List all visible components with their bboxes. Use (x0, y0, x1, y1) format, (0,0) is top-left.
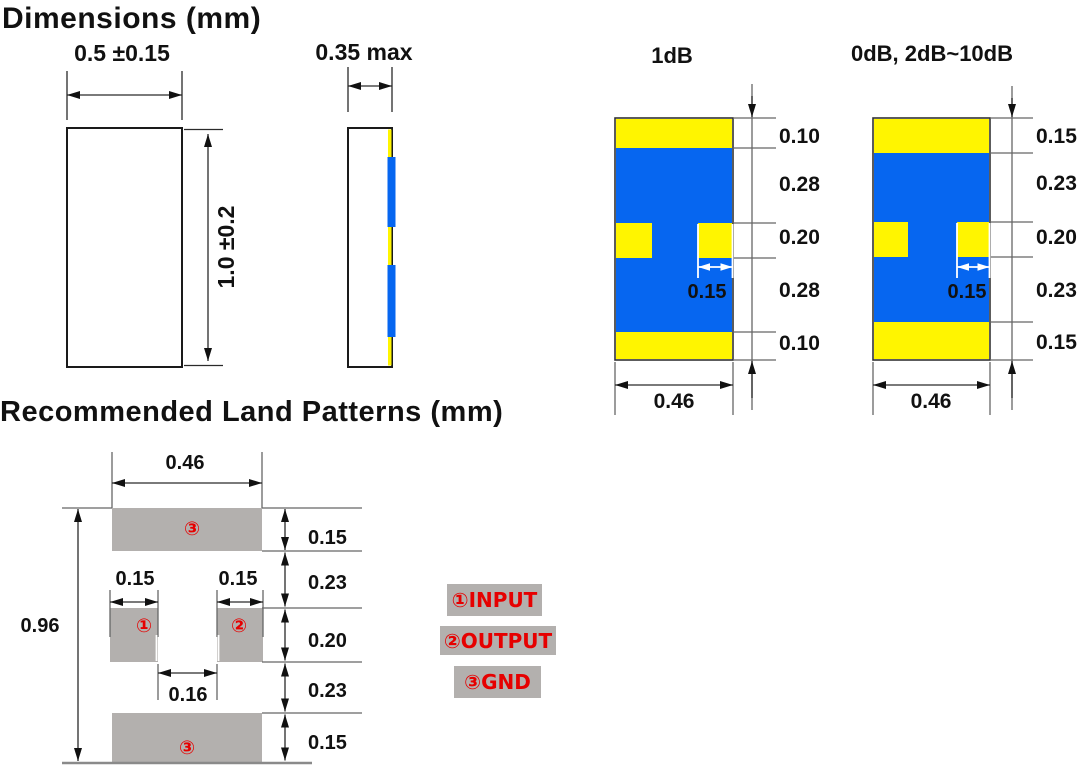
pad-diagram-1db: 1dB (614, 43, 820, 415)
side-resistor-strip-lower (387, 265, 396, 337)
land-patterns-title: Recommended Land Patterns (mm) (0, 396, 504, 428)
segment-dim-label: 0.23 (1036, 279, 1077, 302)
pad-gap-label: 0.16 (169, 684, 208, 706)
segment-dim-label: 0.28 (779, 173, 820, 196)
side-resistor-strip-upper (387, 157, 396, 227)
land-width-label: 0.46 (166, 452, 205, 474)
land-segment-dim-label: 0.15 (308, 732, 347, 754)
resistor-mid-center (908, 222, 957, 257)
front-width-dimension-label: 0.5 ±0.15 (74, 40, 170, 66)
segment-dim-label: 0.10 (779, 332, 820, 355)
land-segment-dim-label: 0.23 (308, 572, 347, 594)
chip-front-outline (66, 127, 183, 368)
segment-dim-label: 0.28 (779, 279, 820, 302)
resistor-band-upper (874, 153, 989, 222)
pad-diagram-0db: 0dB, 2dB~10dB (851, 41, 1077, 415)
segment-dim-label: 0.15 (1036, 125, 1077, 148)
legend-gnd: ③GND (454, 666, 541, 698)
pad-width-label: 0.46 (911, 390, 952, 413)
electrode-mid-left (616, 223, 652, 258)
pad-diagram-0db-dimension-lines (872, 86, 1033, 415)
side-thickness-dimension-label: 0.35 max (315, 39, 412, 65)
pad2-width-label: 0.15 (219, 568, 258, 590)
electrode-mid-left (874, 222, 908, 257)
land-pad-gnd-top (112, 508, 262, 551)
segment-dim-label: 0.15 (1036, 331, 1077, 354)
pad-diagram-1db-title: 1dB (651, 43, 693, 68)
resistor-band-upper (616, 148, 732, 223)
electrode-band-top (616, 119, 732, 148)
legend-output-label: ②OUTPUT (443, 628, 553, 653)
land-pad-input (110, 608, 158, 662)
side-electrode-strip (388, 129, 392, 366)
pad-diagram-0db-title: 0dB, 2dB~10dB (851, 41, 1013, 66)
pad-mark-gnd-top: ③ (184, 518, 200, 540)
pad1-width-label: 0.15 (116, 568, 155, 590)
segment-dim-label: 0.10 (779, 125, 820, 148)
electrode-mid-right (698, 223, 733, 258)
land-height-label: 0.96 (21, 615, 60, 637)
land-pad-output (217, 608, 263, 662)
resistor-mid-center (652, 223, 698, 258)
legend-gnd-label: ③GND (464, 670, 531, 694)
side-view: 0.35 max (315, 39, 413, 368)
chip-side-outline (347, 127, 393, 368)
pad-width-label: 0.46 (654, 390, 695, 413)
front-view: 0.5 ±0.15 1.0 ±0.2 (66, 40, 239, 368)
pad-mark-gnd-bottom: ③ (179, 737, 195, 759)
segment-dim-label: 0.20 (779, 226, 820, 249)
land-segment-dim-label: 0.20 (308, 630, 347, 652)
legend-output: ②OUTPUT (440, 626, 556, 655)
segment-dim-label: 0.20 (1036, 226, 1077, 249)
electrode-band-bottom (874, 322, 989, 359)
electrode-band-bottom (616, 332, 732, 359)
pad-mark-input: ① (136, 615, 152, 637)
pad-mark-output: ② (231, 615, 247, 637)
land-pattern: ③ ① ② ③ 0.46 0.96 0.15 0.15 0.16 0.15 0.… (21, 452, 362, 765)
land-segment-dim-label: 0.23 (308, 680, 347, 702)
front-height-dimension-label: 1.0 ±0.2 (213, 206, 239, 289)
legend-input: ①INPUT (447, 584, 542, 616)
land-pad-gnd-bottom (112, 713, 262, 762)
electrode-band-top (874, 119, 989, 153)
inner-pad-width-label: 0.15 (948, 281, 987, 303)
pad-diagram-1db-dimension-lines (614, 84, 776, 415)
front-view-dimension-lines (66, 71, 223, 367)
side-view-dimension-lines (347, 67, 393, 112)
land-pattern-dimension-lines (62, 452, 362, 765)
segment-dim-label: 0.23 (1036, 172, 1077, 195)
inner-pad-width-label: 0.15 (688, 281, 727, 303)
land-segment-dim-label: 0.15 (308, 527, 347, 549)
dimensions-title: Dimensions (mm) (2, 2, 262, 35)
legend-input-label: ①INPUT (451, 588, 538, 612)
electrode-mid-right (957, 222, 989, 257)
